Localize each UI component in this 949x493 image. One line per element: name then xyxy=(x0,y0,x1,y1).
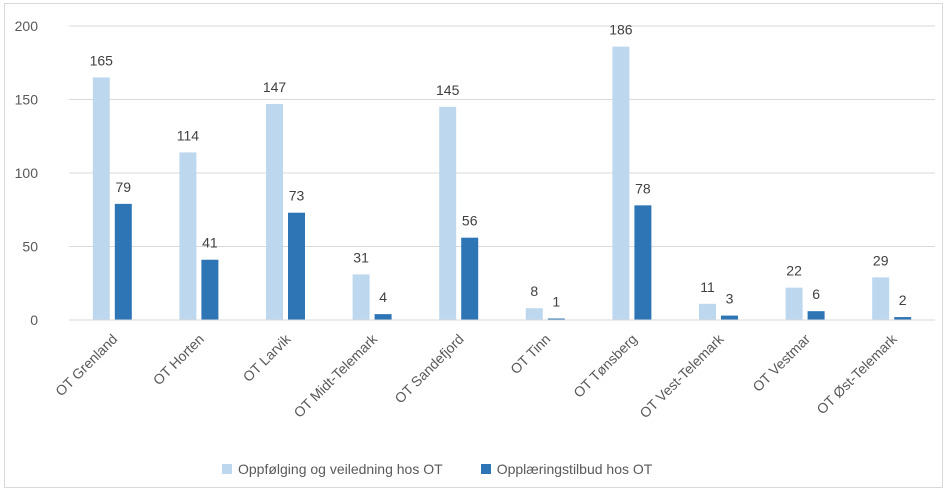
data-label-series-1: 186 xyxy=(609,22,633,38)
bar-series-2 xyxy=(894,317,912,320)
data-label-series-1: 147 xyxy=(263,79,287,95)
data-label-series-1: 114 xyxy=(177,127,200,143)
bar-series-2 xyxy=(114,203,132,320)
data-label-series-2: 2 xyxy=(899,292,907,308)
bars xyxy=(92,46,912,321)
legend-label-series-1: Oppfølging og veiledning hos OT xyxy=(238,461,443,477)
x-tick-label: OT Tønsberg xyxy=(570,331,640,401)
gridlines xyxy=(69,25,935,321)
bar-series-2 xyxy=(807,311,825,320)
x-tick-label: OT Vest-Telemark xyxy=(636,330,727,421)
bar-series-1 xyxy=(785,287,803,320)
data-label-series-1: 31 xyxy=(353,249,369,265)
x-tick-label: OT Grenland xyxy=(52,331,120,399)
y-tick-label: 200 xyxy=(15,18,39,34)
bar-series-1 xyxy=(179,152,197,320)
data-label-series-2: 41 xyxy=(202,235,218,251)
data-label-series-1: 22 xyxy=(786,263,802,279)
bar-series-2 xyxy=(721,315,738,320)
bar-series-2 xyxy=(288,212,305,320)
bar-series-1 xyxy=(525,308,543,320)
legend-item-series-1: Oppfølging og veiledning hos OT xyxy=(222,461,443,477)
x-tick-label: OT Vestmar xyxy=(749,331,813,395)
bar-series-1 xyxy=(266,103,283,320)
bar-series-1 xyxy=(699,303,716,320)
data-label-series-2: 4 xyxy=(379,289,387,305)
bar-series-2 xyxy=(547,318,565,320)
data-label-series-2: 56 xyxy=(462,213,478,229)
data-label-series-1: 29 xyxy=(873,252,889,268)
legend-swatch-series-2 xyxy=(480,464,491,474)
bar-series-1 xyxy=(92,77,110,320)
data-label-series-1: 8 xyxy=(530,283,538,299)
data-label-series-2: 78 xyxy=(635,180,651,196)
data-label-series-2: 73 xyxy=(289,188,305,204)
y-tick-label: 50 xyxy=(22,239,38,255)
legend-swatch-series-1 xyxy=(222,464,232,474)
data-label-series-2: 6 xyxy=(812,286,820,302)
x-tick-label: OT Sandefjord xyxy=(391,331,467,407)
data-label-series-1: 11 xyxy=(700,279,715,295)
y-tick-label: 100 xyxy=(15,165,39,181)
legend: Oppfølging og veiledning hos OT Opplærin… xyxy=(222,461,690,477)
legend-item-series-2: Opplæringstilbud hos OT xyxy=(480,461,653,477)
data-label-series-2: 79 xyxy=(116,179,132,195)
bar-series-2 xyxy=(461,237,479,320)
legend-label-series-2: Opplæringstilbud hos OT xyxy=(496,461,653,477)
y-tick-label: 0 xyxy=(30,312,38,328)
bar-series-2 xyxy=(634,205,652,320)
bar-series-1 xyxy=(872,277,890,320)
bar-series-2 xyxy=(374,314,392,320)
x-tick-label: OT Tinn xyxy=(507,331,553,377)
x-tick-label: OT Larvik xyxy=(240,330,295,385)
y-axis: 0 50 100 150 200 xyxy=(15,18,39,328)
bar-series-2 xyxy=(201,259,219,320)
data-label-series-1: 165 xyxy=(90,52,114,68)
bar-series-1 xyxy=(439,106,457,320)
data-label-series-1: 145 xyxy=(436,82,460,98)
data-labels: 165 79 114 41 147 73 31 4 145 56 81 186 78 11 3 22 6 29 2 xyxy=(90,22,907,310)
x-tick-label: OT Horten xyxy=(150,331,207,388)
bar-series-1 xyxy=(352,274,370,320)
x-tick-label: OT Øst-Telemark xyxy=(813,330,900,417)
y-tick-label: 150 xyxy=(15,92,39,108)
data-label-series-2: 1 xyxy=(552,294,560,310)
bar-series-1 xyxy=(612,46,630,321)
x-tick-label: OT Midt-Telemark xyxy=(290,330,380,420)
data-label-series-2: 3 xyxy=(726,291,734,307)
